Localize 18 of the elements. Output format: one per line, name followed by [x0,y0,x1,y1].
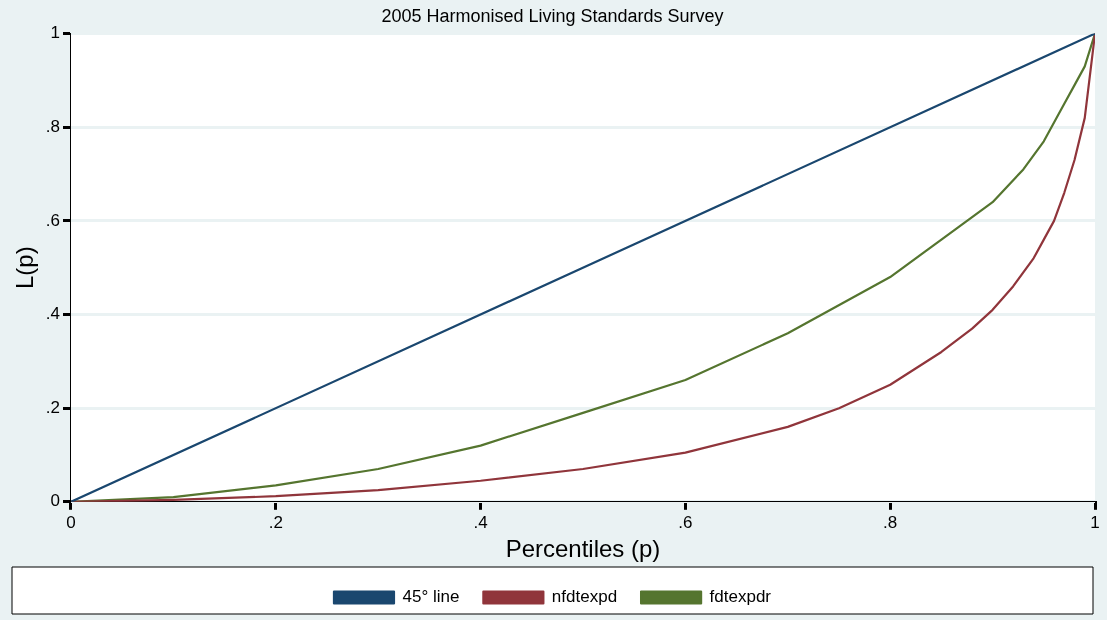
x-tick-label: .2 [268,512,283,532]
legend-label: fdtexpdr [709,587,772,607]
x-tick-label: 1 [1090,512,1100,532]
y-tick-label: .4 [45,304,60,324]
x-tick-label: 0 [66,512,76,532]
y-tick-label: 1 [50,23,60,43]
y-tick-label: .6 [45,210,60,230]
y-axis-title: L(p) [11,246,39,290]
x-tick-label: .4 [473,512,488,532]
y-tick-label: .2 [45,397,60,417]
legend-label: nfdtexpd [551,587,618,607]
y-tick-label: .8 [45,116,60,136]
x-tick-label: .8 [883,512,898,532]
x-tick-label: .6 [678,512,693,532]
legend-label: 45° line [402,587,460,607]
y-tick-label: 0 [50,491,60,511]
chart-title: 2005 Harmonised Living Standards Survey [381,5,724,26]
x-axis-title: Percentiles (p) [505,535,661,563]
